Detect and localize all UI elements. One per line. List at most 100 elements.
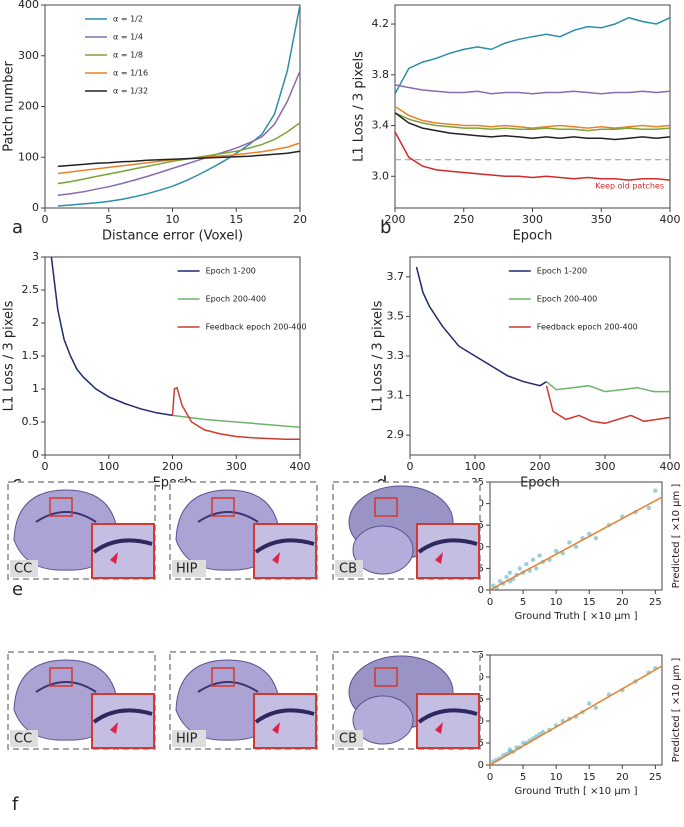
x-tick-label: 25 <box>649 597 662 608</box>
series-line <box>57 122 301 185</box>
brain-structure <box>35 511 97 523</box>
x-tick-label: 0 <box>42 460 49 473</box>
scatter-point <box>497 579 503 584</box>
x-axis-label: Ground Truth [ ×10 μm ] <box>514 786 637 797</box>
y-tick-label: 400 <box>18 0 39 11</box>
scatter-point <box>537 553 542 558</box>
scatter-point <box>524 561 529 567</box>
x-tick-label: 15 <box>583 772 596 783</box>
legend-label: α = 1/2 <box>113 15 143 24</box>
tile-label: HIP <box>176 562 198 577</box>
fit-line <box>489 496 663 591</box>
series-line <box>57 70 301 197</box>
tile-label-box <box>335 560 363 577</box>
y-tick-label: 3.0 <box>372 169 390 182</box>
plot-frame <box>489 654 663 766</box>
legend-label: α = 1/32 <box>113 87 148 96</box>
series-line <box>394 105 671 129</box>
brain-image <box>352 525 414 575</box>
y-tick-label: 3.1 <box>387 389 405 402</box>
x-tick-label: 0 <box>407 460 414 473</box>
x-tick-label: 0 <box>487 597 493 608</box>
brain-structure <box>35 681 97 693</box>
legend-label: Epoch 1-200 <box>206 267 256 276</box>
series-line <box>545 385 671 425</box>
inset-structure <box>92 708 153 724</box>
arrowhead <box>435 552 443 564</box>
inset-structure <box>254 538 315 554</box>
x-tick-label: 400 <box>660 460 681 473</box>
roi-box <box>211 497 235 517</box>
scatter-point <box>587 701 592 706</box>
panel-label: b <box>380 217 391 238</box>
legend-label: Feedback epoch 200-400 <box>537 323 638 332</box>
tile-label: CB <box>339 732 357 747</box>
roi-box <box>49 667 73 687</box>
y-tick-label: 0 <box>478 585 484 596</box>
y-tick-label: 3.3 <box>387 349 405 362</box>
arrowhead <box>435 722 443 734</box>
series-line <box>171 386 300 440</box>
inset <box>91 523 155 579</box>
x-tick-label: 100 <box>465 460 486 473</box>
legend-label: α = 1/8 <box>113 51 143 60</box>
x-axis-label: Epoch <box>520 476 560 491</box>
x-tick-label: 300 <box>522 213 543 226</box>
scatter-point <box>653 488 658 493</box>
scatter-point <box>520 740 526 746</box>
arrowhead <box>110 722 118 734</box>
series-line <box>57 4 301 207</box>
x-tick-label: 15 <box>229 213 243 226</box>
panel-label: a <box>12 217 23 238</box>
y-tick-label: 3.4 <box>372 119 390 132</box>
series-line <box>394 131 671 181</box>
scatter-point <box>530 557 536 562</box>
y-tick-label: 0 <box>32 448 39 461</box>
arrowhead <box>272 722 280 734</box>
x-tick-label: 5 <box>105 213 112 226</box>
y-tick-label: 2 <box>32 316 39 329</box>
series-line <box>415 266 547 387</box>
y-tick-label: 5 <box>478 738 484 749</box>
arrowhead <box>272 552 280 564</box>
inset-structure <box>254 708 315 724</box>
x-tick-label: 200 <box>162 460 183 473</box>
panel-label: e <box>12 579 23 600</box>
scatter-point <box>646 505 651 511</box>
y-tick-label: 3.8 <box>372 68 390 81</box>
y-tick-label: 0.5 <box>22 415 40 428</box>
brain-structure <box>197 511 259 523</box>
x-tick-label: 250 <box>453 213 474 226</box>
annotation: Keep old patches <box>595 182 664 191</box>
x-tick-label: 10 <box>550 597 563 608</box>
series-line <box>394 112 671 141</box>
y-tick-label: 0 <box>478 760 484 771</box>
tile-label-box <box>10 730 38 747</box>
brain-image <box>352 695 414 745</box>
scatter-point <box>593 535 599 541</box>
roi-box <box>374 497 398 517</box>
legend-label: α = 1/16 <box>113 69 148 78</box>
x-tick-label: 20 <box>293 213 307 226</box>
x-tick-label: 300 <box>595 460 616 473</box>
y-axis-label: L1 Loss / 3 pixels <box>352 51 367 162</box>
plot-frame <box>44 256 301 456</box>
x-axis-label: Distance error (Voxel) <box>102 229 243 244</box>
series-line <box>546 381 670 393</box>
scatter-point <box>567 540 572 545</box>
series-line <box>57 150 301 168</box>
series-line <box>394 112 671 132</box>
y-axis-label: Predicted [ ×10 μm ] <box>671 658 682 763</box>
y-axis-label: L1 Loss / 3 pixels <box>371 300 386 411</box>
y-tick-label: 300 <box>18 49 39 62</box>
brain-structure <box>197 681 259 693</box>
y-tick-label: 3 <box>32 250 39 263</box>
roi-box <box>374 667 398 687</box>
y-tick-label: 4.2 <box>372 17 390 30</box>
inset-structure <box>92 538 153 554</box>
plot-frame <box>489 481 663 591</box>
tile-label-box <box>172 730 206 747</box>
scatter-point <box>553 548 559 554</box>
series-line <box>57 142 301 175</box>
y-tick-label: 3.7 <box>387 270 405 283</box>
